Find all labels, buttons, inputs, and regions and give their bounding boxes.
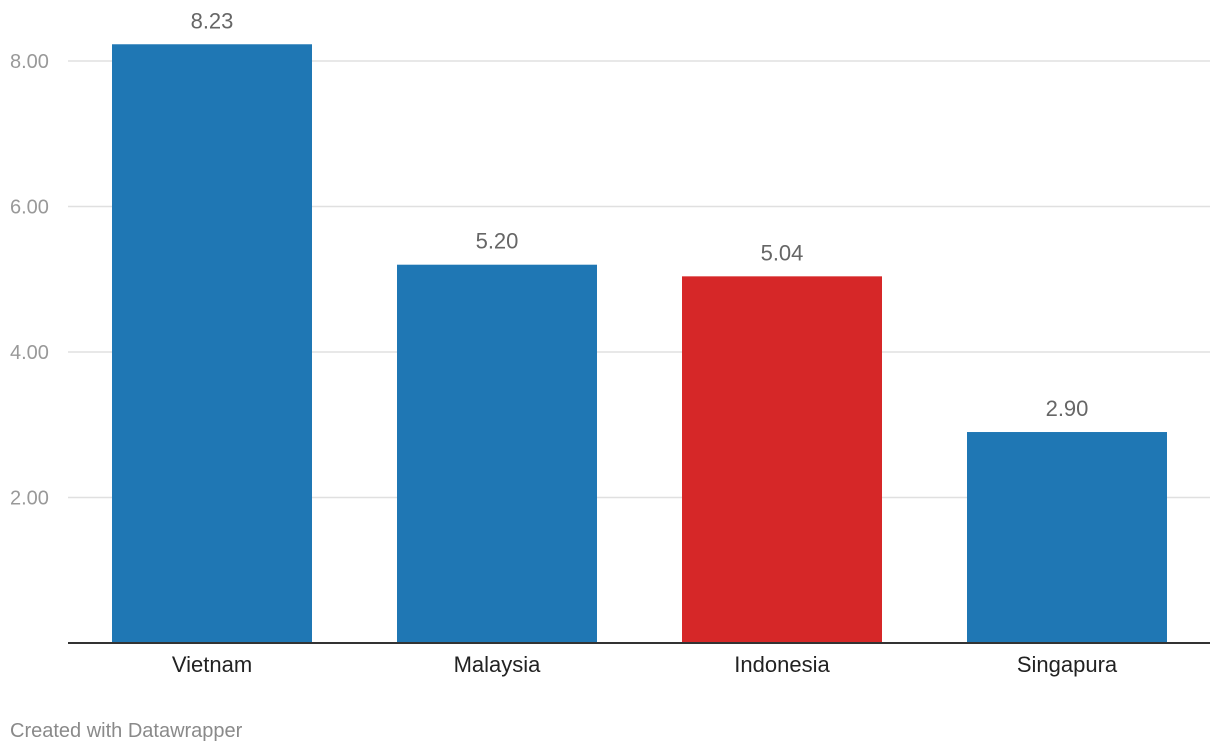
y-tick-label: 2.00	[10, 488, 49, 510]
bar-singapura	[967, 432, 1167, 643]
value-label: 2.90	[1046, 396, 1089, 421]
y-axis-tick-labels: 2.00 4.00 6.00 8.00	[10, 51, 49, 510]
y-tick-label: 4.00	[10, 342, 49, 364]
bar-vietnam	[112, 44, 312, 643]
bar-malaysia	[397, 264, 597, 643]
category-label: Indonesia	[734, 652, 830, 677]
category-label: Singapura	[1017, 652, 1118, 677]
category-label: Vietnam	[172, 652, 252, 677]
y-tick-label: 8.00	[10, 51, 49, 73]
y-tick-label: 6.00	[10, 197, 49, 219]
credit-text: Created with Datawrapper	[10, 720, 243, 742]
value-labels: 8.23 5.20 5.04 2.90	[191, 8, 1089, 421]
x-axis-category-labels: Vietnam Malaysia Indonesia Singapura	[172, 652, 1118, 677]
value-label: 5.20	[476, 229, 519, 254]
value-label: 5.04	[761, 240, 804, 265]
bar-indonesia	[682, 276, 882, 643]
value-label: 8.23	[191, 8, 234, 33]
bars	[112, 44, 1167, 643]
category-label: Malaysia	[454, 652, 542, 677]
bar-chart: 2.00 4.00 6.00 8.00 8.23 5.20 5.04 2.90 Vietna…	[10, 8, 1210, 677]
